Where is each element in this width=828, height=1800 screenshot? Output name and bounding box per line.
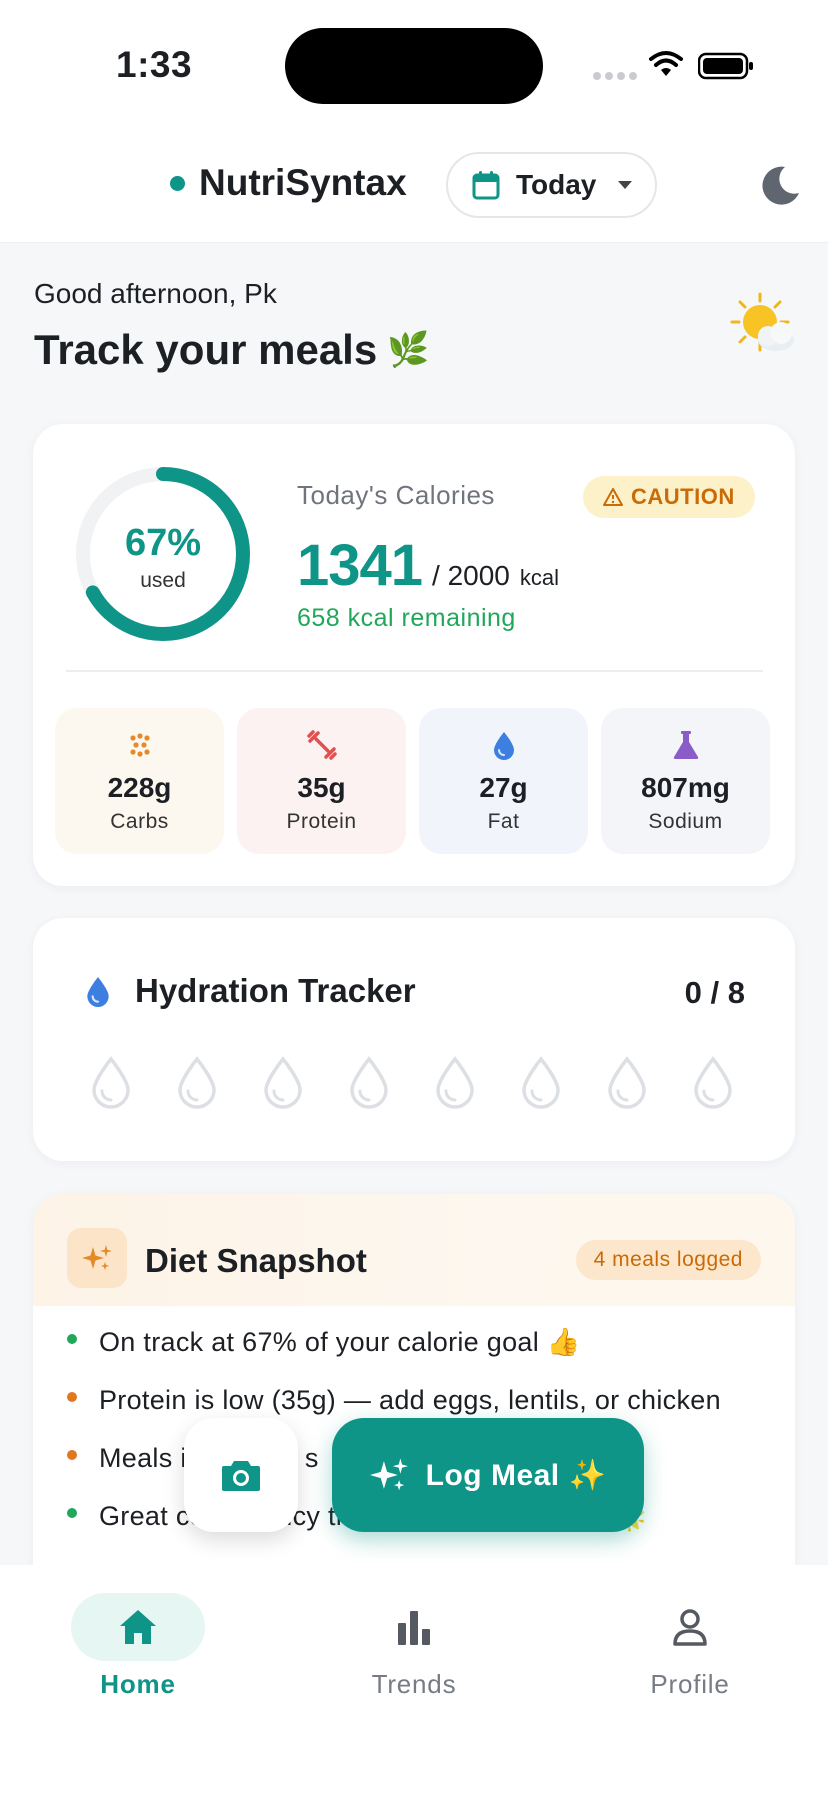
diet-tip-text: On track at 67% of your calorie goal 👍	[99, 1327, 581, 1357]
nav-profile-label: Profile	[650, 1669, 730, 1699]
camera-button[interactable]	[184, 1418, 298, 1532]
calorie-percent: 67%	[124, 522, 202, 564]
macro-value: 27g	[479, 772, 528, 803]
divider	[66, 670, 763, 672]
water-glass-drop-icon[interactable]	[262, 1056, 304, 1110]
calendar-icon	[472, 171, 500, 200]
macro-label: Carbs	[110, 810, 169, 833]
status-badge: CAUTION	[583, 476, 755, 518]
diet-tip-text: Protein is low (35g) — add eggs, lentils…	[99, 1385, 721, 1415]
wifi-icon	[649, 51, 683, 76]
macro-label: Fat	[487, 810, 520, 833]
nav-trends-label: Trends	[371, 1669, 457, 1699]
calorie-percent-caption: used	[140, 569, 186, 592]
page-title: Track your meals 🌿	[34, 326, 430, 374]
diet-tip: On track at 67% of your calorie goal 👍	[65, 1324, 765, 1360]
calorie-goal: / 2000	[432, 560, 510, 591]
status-badge-label: CAUTION	[631, 484, 735, 509]
hydration-count: 0 / 8	[684, 975, 745, 1010]
water-glass-drop-icon[interactable]	[520, 1056, 562, 1110]
date-selector[interactable]: Today	[446, 152, 657, 218]
macro-tile-protein[interactable]: 35g Protein	[237, 708, 406, 854]
calorie-label: Today's Calories	[297, 480, 495, 510]
tip-status-dot	[67, 1334, 77, 1344]
diet-snapshot-card: Diet Snapshot 4 meals logged On track at…	[33, 1194, 795, 1594]
status-time: 1:33	[116, 44, 193, 85]
water-glass-drop-icon[interactable]	[434, 1056, 476, 1110]
hydration-title: Hydration Tracker	[135, 972, 416, 1009]
cellular-signal-icon	[593, 72, 637, 80]
calories-remaining: 658 kcal remaining	[297, 604, 516, 632]
moon-icon[interactable]	[757, 163, 803, 209]
water-drop-icon	[87, 977, 109, 1007]
hydration-card: Hydration Tracker 0 / 8	[33, 918, 795, 1161]
status-bar: 1:33	[0, 0, 828, 130]
app-header: NutriSyntax Today	[0, 130, 828, 243]
macro-tile-carbs[interactable]: 228g Carbs	[55, 708, 224, 854]
warning-icon	[603, 488, 623, 506]
page-title-text: Track your meals	[34, 326, 378, 373]
macro-tile-sodium[interactable]: 807mg Sodium	[601, 708, 770, 854]
macro-label: Protein	[286, 810, 357, 833]
log-meal-button[interactable]: Log Meal ✨	[332, 1418, 644, 1532]
nav-trends[interactable]: Trends	[324, 1593, 504, 1713]
calorie-unit: kcal	[519, 565, 560, 590]
diet-tip: Protein is low (35g) — add eggs, lentils…	[65, 1382, 765, 1418]
log-meal-label: Log Meal ✨	[425, 1458, 607, 1492]
water-glass-drop-icon[interactable]	[90, 1056, 132, 1110]
calorie-card[interactable]: 67% used Today's Calories CAUTION 1341 /…	[33, 424, 795, 886]
hydration-header: Hydration Tracker	[85, 972, 416, 1010]
herb-icon: 🌿	[387, 331, 430, 369]
battery-icon	[698, 52, 753, 80]
person-icon	[673, 1609, 707, 1646]
greeting-text: Good afternoon, Pk	[34, 278, 277, 309]
bottom-nav: Home Trends Profile	[0, 1565, 828, 1800]
water-glass-drop-icon[interactable]	[348, 1056, 390, 1110]
brand-name: NutriSyntax	[199, 162, 407, 203]
sparkles-icon	[67, 1228, 127, 1288]
tip-status-dot	[67, 1450, 77, 1460]
sparkles-icon	[369, 1458, 408, 1491]
sun-cloud-icon	[730, 292, 794, 352]
nav-profile[interactable]: Profile	[600, 1593, 780, 1713]
water-drop-icon	[493, 732, 514, 760]
date-selector-label: Today	[516, 169, 597, 200]
calories-consumed: 1341	[297, 533, 423, 598]
brand: NutriSyntax	[170, 162, 407, 204]
dumbbell-icon	[306, 730, 337, 760]
nav-home-label: Home	[100, 1669, 176, 1699]
bar-chart-icon	[398, 1611, 430, 1645]
calorie-value: 1341 / 2000 kcal	[297, 532, 559, 599]
macro-value: 807mg	[641, 772, 730, 803]
tip-status-dot	[67, 1508, 77, 1518]
dynamic-island	[285, 28, 543, 104]
water-glasses	[90, 1056, 734, 1110]
brand-dot	[170, 175, 185, 191]
macro-value: 228g	[107, 772, 172, 803]
tip-status-dot	[67, 1392, 77, 1402]
diet-snapshot-header: Diet Snapshot 4 meals logged	[33, 1194, 795, 1306]
water-glass-drop-icon[interactable]	[606, 1056, 648, 1110]
water-glass-drop-icon[interactable]	[176, 1056, 218, 1110]
chevron-down-icon	[618, 181, 633, 189]
diet-snapshot-title: Diet Snapshot	[145, 1242, 367, 1279]
macro-label: Sodium	[648, 810, 723, 833]
macro-value: 35g	[297, 772, 346, 803]
nav-home[interactable]: Home	[48, 1593, 228, 1713]
calorie-progress-ring	[76, 467, 250, 641]
meals-logged-badge: 4 meals logged	[575, 1240, 761, 1280]
camera-icon	[222, 1461, 260, 1491]
flask-icon	[673, 731, 698, 759]
grain-icon	[129, 733, 150, 757]
water-glass-drop-icon[interactable]	[692, 1056, 734, 1110]
home-icon	[120, 1610, 156, 1644]
macro-tile-fat[interactable]: 27g Fat	[419, 708, 588, 854]
